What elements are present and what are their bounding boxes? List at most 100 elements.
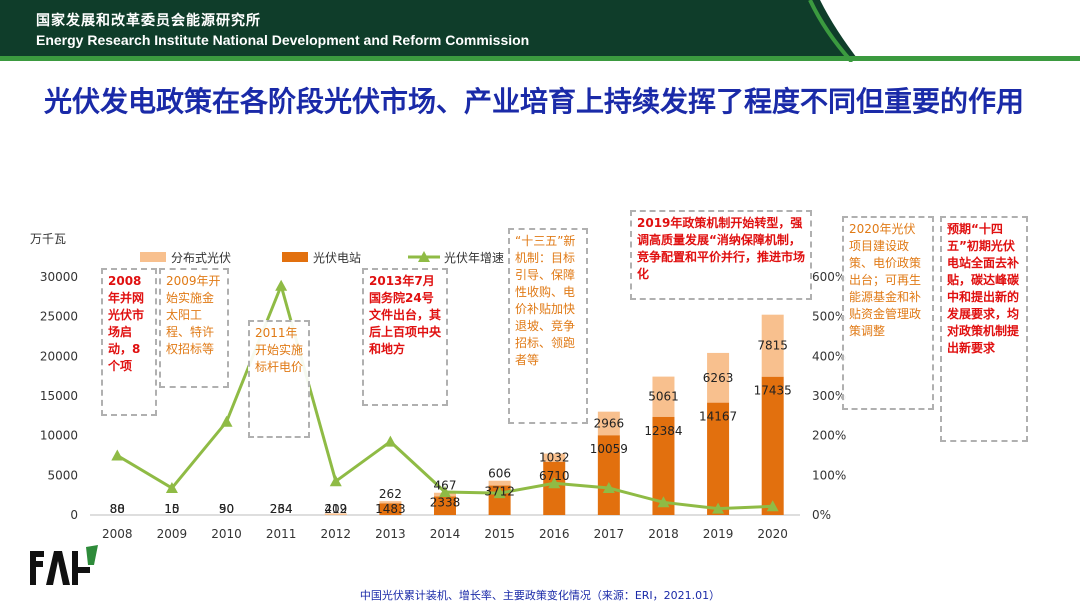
x-tick-label: 2014: [430, 527, 461, 541]
bar-station: [707, 402, 730, 515]
y-right-tick-label: 500%: [812, 310, 846, 324]
bar-distributed: [707, 352, 730, 403]
growth-marker: [712, 502, 725, 514]
x-tick-label: 2016: [539, 527, 570, 541]
x-tick-label: 2011: [266, 527, 297, 541]
legend-marker-growth: [418, 251, 430, 262]
note-2008: 2008年并网光伏市场启动，8个项: [101, 268, 157, 416]
data-label-distributed: 606: [488, 467, 511, 481]
note-13th-five-year-text: “十三五”新机制：目标引导、保障性收购、电价补贴加快退坡、竞争招标、领跑者等: [515, 234, 576, 367]
header-decoration: [808, 0, 1080, 62]
bar-station: [761, 376, 784, 515]
note-2020-text: 2020年光伏项目建设政策、电价政策出台；可再生能源基金和补贴资金管理政策调整: [849, 222, 922, 338]
data-label-distributed: 50: [219, 502, 234, 516]
bar-distributed: [761, 314, 784, 377]
data-label-station: 12384: [644, 424, 682, 438]
bar-distributed: [652, 376, 675, 417]
y-left-tick-label: 10000: [40, 429, 78, 443]
bar-station: [379, 503, 402, 515]
note-2019: 2019年政策机制开始转型，强调高质量发展“消纳保障机制，竞争配置和平价并行，推…: [630, 210, 812, 300]
growth-marker: [165, 482, 178, 494]
x-tick-label: 2018: [648, 527, 679, 541]
growth-marker: [602, 482, 615, 494]
growth-marker: [275, 279, 288, 291]
y-right-tick-label: 300%: [812, 389, 846, 403]
bar-distributed: [597, 411, 620, 436]
x-tick-label: 2012: [320, 527, 351, 541]
y-left-tick-label: 0: [70, 508, 78, 522]
y-left-tick-label: 30000: [40, 270, 78, 284]
y-right-tick-label: 0%: [812, 508, 831, 522]
data-label-distributed: 7815: [757, 339, 788, 353]
note-2008-text: 2008年并网光伏市场启动，8个项: [108, 274, 145, 373]
x-tick-label: 2015: [484, 527, 515, 541]
legend-label-distributed: 分布式光伏: [171, 251, 231, 265]
bar-station: [543, 461, 566, 515]
data-label-station: 14167: [699, 410, 737, 424]
bar-distributed: [379, 501, 402, 504]
note-2011-text: 2011年开始实施标杆电价: [255, 326, 304, 374]
bar-distributed: [324, 513, 347, 515]
data-label-station: 90: [219, 502, 234, 516]
data-label-station: 412: [324, 502, 347, 516]
note-14th-five-year-text: 预期“十四五”初期光伏电站全面去补贴，碳达峰碳中和提出新的发展要求，均对政策机制…: [947, 222, 1020, 355]
y-right-tick-label: 600%: [812, 270, 846, 284]
data-label-distributed: 15: [164, 502, 179, 516]
data-label-distributed: 5061: [648, 390, 679, 404]
x-tick-label: 2020: [757, 527, 788, 541]
growth-marker: [493, 487, 506, 499]
x-tick-label: 2017: [594, 527, 625, 541]
data-label-distributed: 6263: [703, 371, 734, 385]
y-left-tick-label: 20000: [40, 349, 78, 363]
y-right-tick-label: 200%: [812, 429, 846, 443]
data-label-station: 2338: [430, 495, 461, 509]
data-label-station: 234: [270, 502, 293, 516]
slide-title: 光伏发电政策在各阶段光伏市场、产业培育上持续发挥了程度不同但重要的作用: [44, 85, 1025, 118]
data-label-station: 3712: [484, 485, 515, 499]
capacity-chart: 0 5000 10000 15000 20000 25000 30000 0% 100% 200%…: [30, 232, 846, 541]
bar-distributed: [488, 480, 511, 486]
data-label-distributed: 88: [110, 502, 125, 516]
legend-label-growth: 光伏年增速: [444, 251, 504, 265]
y-unit-label: 万千瓦: [30, 232, 66, 246]
growth-marker: [657, 496, 670, 508]
growth-marker: [766, 500, 779, 512]
eri-logo: [30, 545, 98, 585]
note-14th-five-year: 预期“十四五”初期光伏电站全面去补贴，碳达峰碳中和提出新的发展要求，均对政策机制…: [940, 216, 1028, 442]
legend-swatch-station: [282, 252, 308, 262]
data-label-station: 10: [164, 502, 179, 516]
y-left-tick-label: 5000: [47, 468, 78, 482]
data-label-station: 17435: [754, 384, 792, 398]
y-right-tick-label: 400%: [812, 349, 846, 363]
data-label-station: 10059: [590, 442, 628, 456]
data-label-station: 6710: [539, 469, 570, 483]
note-2011: 2011年开始实施标杆电价: [248, 320, 310, 438]
y-left-tick-label: 15000: [40, 389, 78, 403]
data-label-distributed: 262: [379, 487, 402, 501]
growth-marker: [220, 415, 233, 427]
data-label-distributed: 467: [434, 479, 457, 493]
growth-marker: [111, 449, 124, 461]
chart-caption: 中国光伏累计装机、增长率、主要政策变化情况（来源：ERI，2021.01）: [359, 589, 721, 602]
data-label-distributed: 264: [270, 502, 293, 516]
growth-marker: [439, 485, 451, 497]
note-2009: 2009年开始实施金太阳工程、特许权招标等: [159, 268, 229, 388]
y-left-tick-label: 25000: [40, 310, 78, 324]
data-label-distributed: 1032: [539, 451, 570, 465]
bar-distributed: [543, 453, 566, 462]
legend-swatch-distributed: [140, 252, 166, 262]
data-label-station: 1483: [375, 502, 406, 516]
x-tick-label: 2010: [211, 527, 242, 541]
note-2013: 2013年7月国务院24号文件出台，其后上百项中央和地方: [362, 268, 448, 406]
growth-marker: [329, 475, 342, 487]
bar-station: [434, 496, 456, 515]
growth-marker: [384, 435, 397, 447]
legend-label-station: 光伏电站: [313, 251, 361, 265]
org-name-cn: 国家发展和改革委员会能源研究所: [36, 13, 261, 29]
org-name-en: Energy Research Institute National Devel…: [36, 32, 530, 48]
x-tick-label: 2019: [703, 527, 734, 541]
data-label-distributed: 209: [324, 502, 347, 516]
data-label-station: 80: [110, 502, 125, 516]
growth-marker: [548, 477, 561, 489]
bar-station: [652, 416, 675, 515]
